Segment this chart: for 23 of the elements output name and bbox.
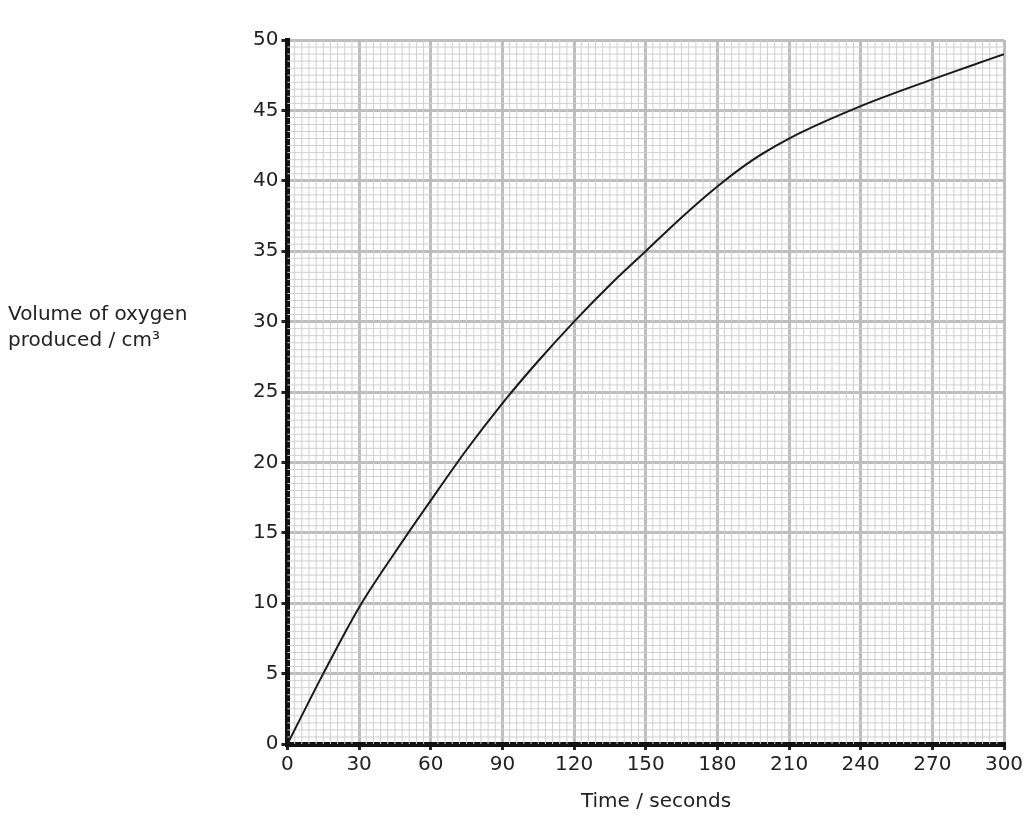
x-tick-label: 150 <box>626 751 665 776</box>
x-tick-label: 210 <box>769 751 809 776</box>
x-tick-label: 120 <box>554 751 594 776</box>
y-tick-label: 35 <box>253 237 279 262</box>
y-axis-title: Volume of oxygen produced / cm³ <box>8 300 189 352</box>
x-tick-label: 30 <box>346 751 372 776</box>
y-tick-label: 0 <box>265 730 279 755</box>
x-tick-label: 180 <box>698 751 737 776</box>
x-tick-label: 240 <box>841 751 880 776</box>
x-tick-label: 300 <box>984 751 1024 776</box>
y-tick-label: 25 <box>253 378 279 403</box>
y-tick-label: 40 <box>253 167 279 191</box>
y-tick-label: 20 <box>253 448 279 473</box>
y-tick-label: 15 <box>253 519 279 543</box>
y-tick-label: 30 <box>253 307 279 332</box>
x-tick-label: 90 <box>489 751 516 776</box>
x-axis-title: Time / seconds <box>579 788 733 812</box>
y-tick-label: 5 <box>265 659 279 684</box>
y-tick-label: 50 <box>253 26 279 51</box>
y-tick-label: 45 <box>253 96 279 121</box>
x-tick-label: 270 <box>913 751 952 776</box>
x-tick-label: 60 <box>418 751 444 776</box>
y-tick-label: 10 <box>253 589 279 614</box>
